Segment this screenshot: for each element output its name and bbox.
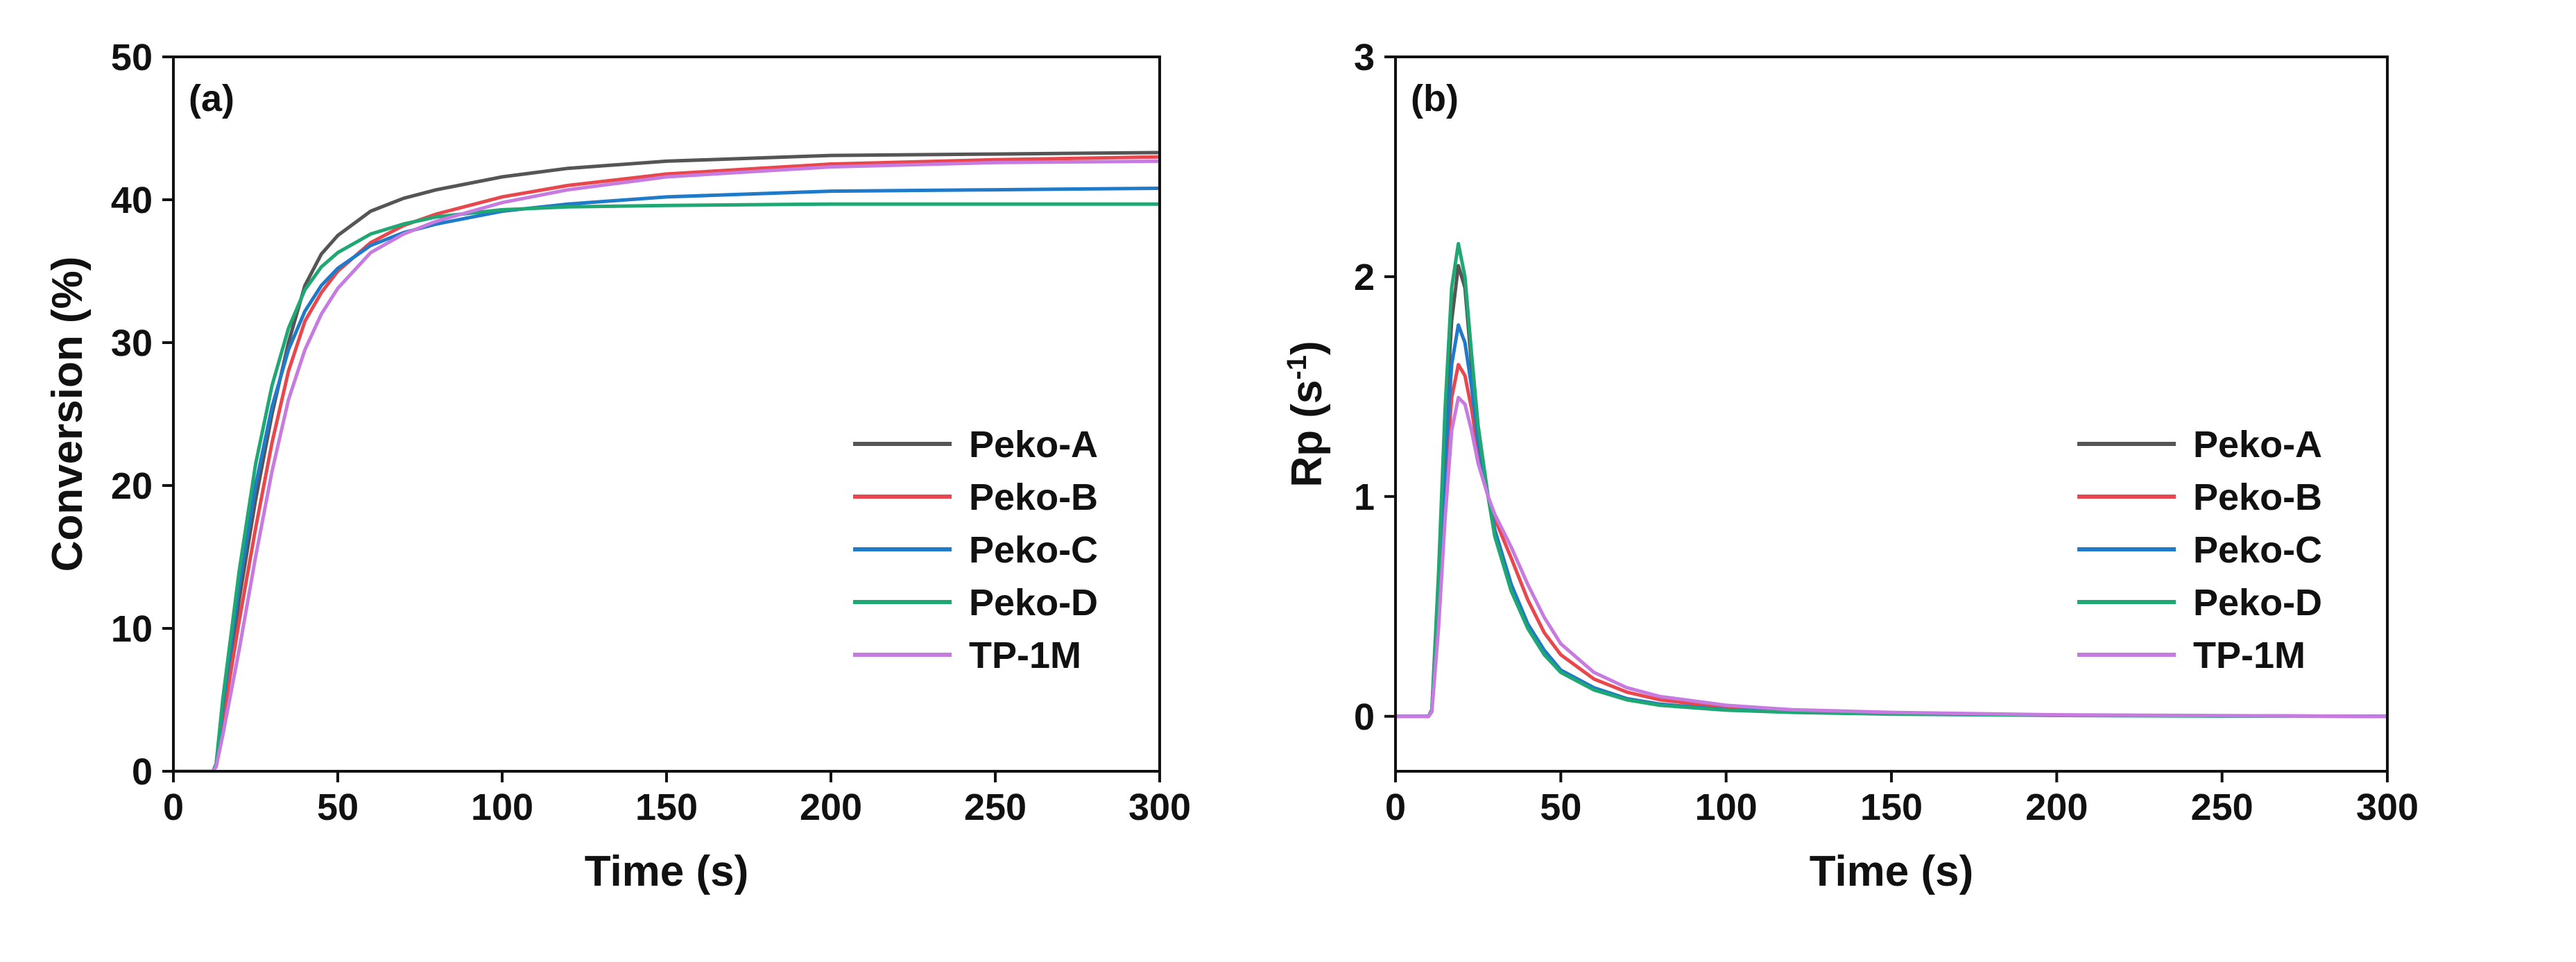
panel-label: (b) [1411, 78, 1459, 119]
x-tick-label: 50 [317, 787, 359, 828]
legend-label: Peko-C [2193, 529, 2322, 571]
y-tick-label: 0 [132, 751, 153, 793]
legend-label: TP-1M [969, 635, 1081, 676]
panel-b: 0 50 100 150 200 250 300 0 1 2 3 Time (s) Rp (s-1) (b… [1282, 37, 2419, 895]
series-line-tp-1m [1396, 395, 2387, 719]
x-tick-label: 150 [1860, 787, 1923, 828]
legend: Peko-A Peko-B Peko-C Peko-D TP-1M [853, 424, 1098, 676]
legend-label: Peko-A [969, 424, 1098, 465]
y-axis-title: Conversion (%) [44, 257, 92, 572]
x-tick-label: 300 [2356, 787, 2419, 828]
y-tick-label: 3 [1354, 37, 1375, 78]
series-line-tp-1m [173, 159, 1160, 771]
panel-label: (a) [189, 78, 234, 119]
legend-label: Peko-B [969, 476, 1098, 518]
y-tick-label: 0 [1354, 696, 1375, 738]
x-axis-title: Time (s) [1810, 848, 1974, 895]
y-tick-label: 20 [111, 465, 153, 507]
y-tick-label: 2 [1354, 257, 1375, 298]
x-tick-label: 250 [964, 787, 1027, 828]
x-axis-title: Time (s) [585, 848, 749, 895]
series-lines [1396, 241, 2387, 719]
legend-label: Peko-D [2193, 582, 2322, 624]
x-tick-label: 100 [471, 787, 533, 828]
y-tick-label: 30 [111, 323, 153, 364]
x-tick-label: 150 [635, 787, 698, 828]
y-tick-label: 40 [111, 180, 153, 221]
y-axis-title: Rp (s-1) [1282, 341, 1331, 487]
y-tick-label: 50 [111, 37, 153, 78]
x-tick-label: 200 [800, 787, 862, 828]
legend-label: Peko-A [2193, 424, 2322, 465]
series-line-peko-b [173, 155, 1160, 771]
x-tick-label: 0 [163, 787, 184, 828]
x-tick-label: 300 [1128, 787, 1191, 828]
legend-label: Peko-D [969, 582, 1098, 624]
legend-label: Peko-C [969, 529, 1098, 571]
x-tick-label: 50 [1540, 787, 1581, 828]
x-tick-label: 200 [2025, 787, 2088, 828]
series-line-peko-d [1396, 241, 2387, 719]
x-tick-label: 100 [1695, 787, 1758, 828]
series-line-peko-d [173, 202, 1160, 771]
legend: Peko-A Peko-B Peko-C Peko-D TP-1M [2077, 424, 2322, 676]
legend-label: TP-1M [2193, 635, 2305, 676]
panel-a: 0 50 100 150 200 250 300 0 10 20 30 40 50 Time (s) Con… [44, 37, 1191, 895]
legend-label: Peko-B [2193, 476, 2322, 518]
y-tick-label: 1 [1354, 476, 1375, 518]
series-lines [173, 151, 1160, 771]
x-tick-label: 0 [1385, 787, 1406, 828]
x-tick-label: 250 [2191, 787, 2253, 828]
y-tick-label: 10 [111, 608, 153, 650]
